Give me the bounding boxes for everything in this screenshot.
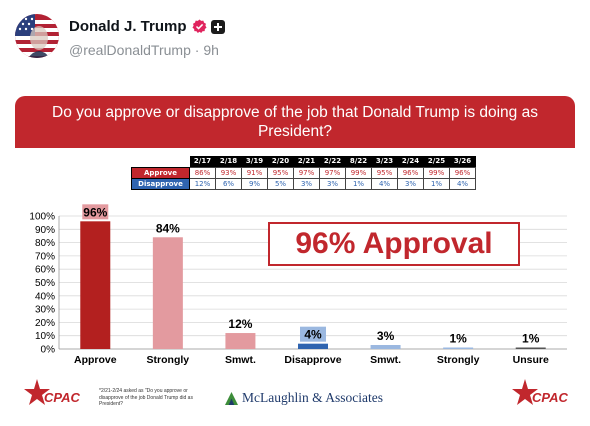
table-date: 2/24 (397, 156, 424, 167)
table-date: 2/20 (267, 156, 294, 167)
y-tick-label: 20% (35, 318, 55, 329)
x-category-label: Smwt. (225, 354, 256, 366)
table-cell: 91% (241, 166, 268, 179)
table-row-label: Approve (131, 166, 190, 179)
value-label-highlight (300, 326, 326, 342)
bar-value-label: 1% (449, 332, 467, 346)
y-tick-label: 30% (35, 305, 55, 316)
bar-smwt (225, 333, 256, 349)
table-cell: 99% (423, 166, 450, 179)
table-cell: 95% (371, 166, 398, 179)
x-category-label: Strongly (147, 354, 190, 366)
table-date: 3/19 (241, 156, 268, 167)
table-cell: 93% (215, 166, 242, 179)
tracking-table: 2/17 2/18 3/19 2/20 2/21 2/22 8/22 3/23 … (131, 156, 476, 190)
bar-value-label: 12% (228, 317, 252, 331)
table-date: 2/17 (189, 156, 216, 167)
table-cell: 9% (241, 177, 268, 190)
poll-image[interactable]: Do you approve or disapprove of the job … (15, 96, 575, 420)
table-corner (131, 156, 190, 167)
table-row-label: Disapprove (131, 177, 190, 190)
table-cell: 3% (319, 177, 346, 190)
name-row: Donald J. Trump (69, 18, 225, 35)
bar-value-label: 4% (304, 328, 322, 342)
y-tick-label: 40% (35, 291, 55, 302)
bar-value-label: 84% (156, 221, 180, 235)
y-tick-label: 0% (41, 345, 56, 356)
x-category-label: Disapprove (284, 354, 341, 366)
affiliation-badge-icon[interactable] (210, 19, 225, 34)
y-tick-label: 80% (35, 238, 55, 249)
bar-strongly (443, 347, 474, 349)
table-cell: 6% (215, 177, 242, 190)
table-cell: 1% (423, 177, 450, 190)
table-cell: 3% (397, 177, 424, 190)
pollster-mark-icon (225, 391, 238, 405)
x-category-label: Unsure (513, 354, 549, 366)
table-cell: 96% (449, 166, 476, 179)
value-label-highlight (82, 204, 109, 220)
bar-value-label: 1% (522, 332, 540, 346)
x-category-label: Strongly (437, 354, 480, 366)
x-category-label: Approve (74, 354, 117, 366)
table-date: 3/26 (449, 156, 476, 167)
table-cell: 3% (293, 177, 320, 190)
y-tick-label: 60% (35, 265, 55, 276)
separator-dot: · (194, 42, 200, 58)
table-date: 2/22 (319, 156, 346, 167)
verified-badge-icon[interactable] (191, 19, 207, 34)
cpac-logo-left: CPAC (24, 379, 80, 405)
table-date: 2/25 (423, 156, 450, 167)
bar-disapprove (298, 343, 328, 349)
y-tick-label: 90% (35, 225, 55, 236)
y-tick-label: 100% (29, 212, 55, 223)
approval-bar-chart: 0% 10% 20% 30% 40% 50% 60% 70% 80% 90% 100% 96% Appr… (29, 204, 567, 366)
y-tick-label: 10% (35, 331, 55, 342)
table-date: 2/18 (215, 156, 242, 167)
cpac-logo-text: CPAC (532, 390, 568, 405)
table-date: 3/23 (371, 156, 398, 167)
poll-question: Do you approve or disapprove of the job … (15, 96, 575, 148)
table-row-disapprove: Disapprove 12% 6% 9% 5% 3% 3% 1% 4% 3% 1… (131, 177, 476, 190)
bar-unsure (515, 347, 546, 349)
table-cell: 96% (397, 166, 424, 179)
table-row-approve: Approve 86% 93% 91% 95% 97% 97% 99% 95% … (131, 166, 476, 179)
table-cell: 1% (345, 177, 372, 190)
post-time[interactable]: 9h (203, 42, 219, 58)
table-date: 2/21 (293, 156, 320, 167)
flag-portrait-icon (15, 14, 59, 58)
pollster-logo: McLaughlin & Associates (225, 390, 383, 406)
user-handle[interactable]: @realDonaldTrump (69, 42, 191, 58)
profile-avatar[interactable] (15, 14, 59, 58)
cpac-logo-text: CPAC (44, 390, 80, 405)
table-date: 8/22 (345, 156, 372, 167)
bar-smwt (370, 345, 401, 349)
pollster-name: McLaughlin & Associates (242, 390, 383, 405)
table-cell: 97% (293, 166, 320, 179)
handle-row: @realDonaldTrump · 9h (69, 42, 219, 58)
post-header: Donald J. Trump @realDonaldTrump · 9h (15, 12, 575, 68)
table-cell: 5% (267, 177, 294, 190)
y-tick-label: 70% (35, 251, 55, 262)
y-tick-label: 50% (35, 278, 55, 289)
display-name[interactable]: Donald J. Trump (69, 18, 187, 35)
footnote: *2/21-2/24 asked as "Do you approve or d… (99, 388, 193, 407)
image-footer: CPAC *2/21-2/24 asked as "Do you approve… (15, 376, 575, 416)
approval-callout: 96% Approval (268, 222, 520, 266)
cpac-logo-right: CPAC (512, 379, 568, 405)
table-cell: 4% (449, 177, 476, 190)
table-cell: 99% (345, 166, 372, 179)
bar-value-label: 3% (377, 329, 395, 343)
bar-approve (80, 221, 111, 349)
table-cell: 4% (371, 177, 398, 190)
table-cell: 95% (267, 166, 294, 179)
table-cell: 12% (189, 177, 216, 190)
bar-strongly (152, 237, 183, 349)
bar-value-label: 96% (83, 205, 107, 219)
x-category-label: Smwt. (370, 354, 401, 366)
table-cell: 97% (319, 166, 346, 179)
table-cell: 86% (189, 166, 216, 179)
